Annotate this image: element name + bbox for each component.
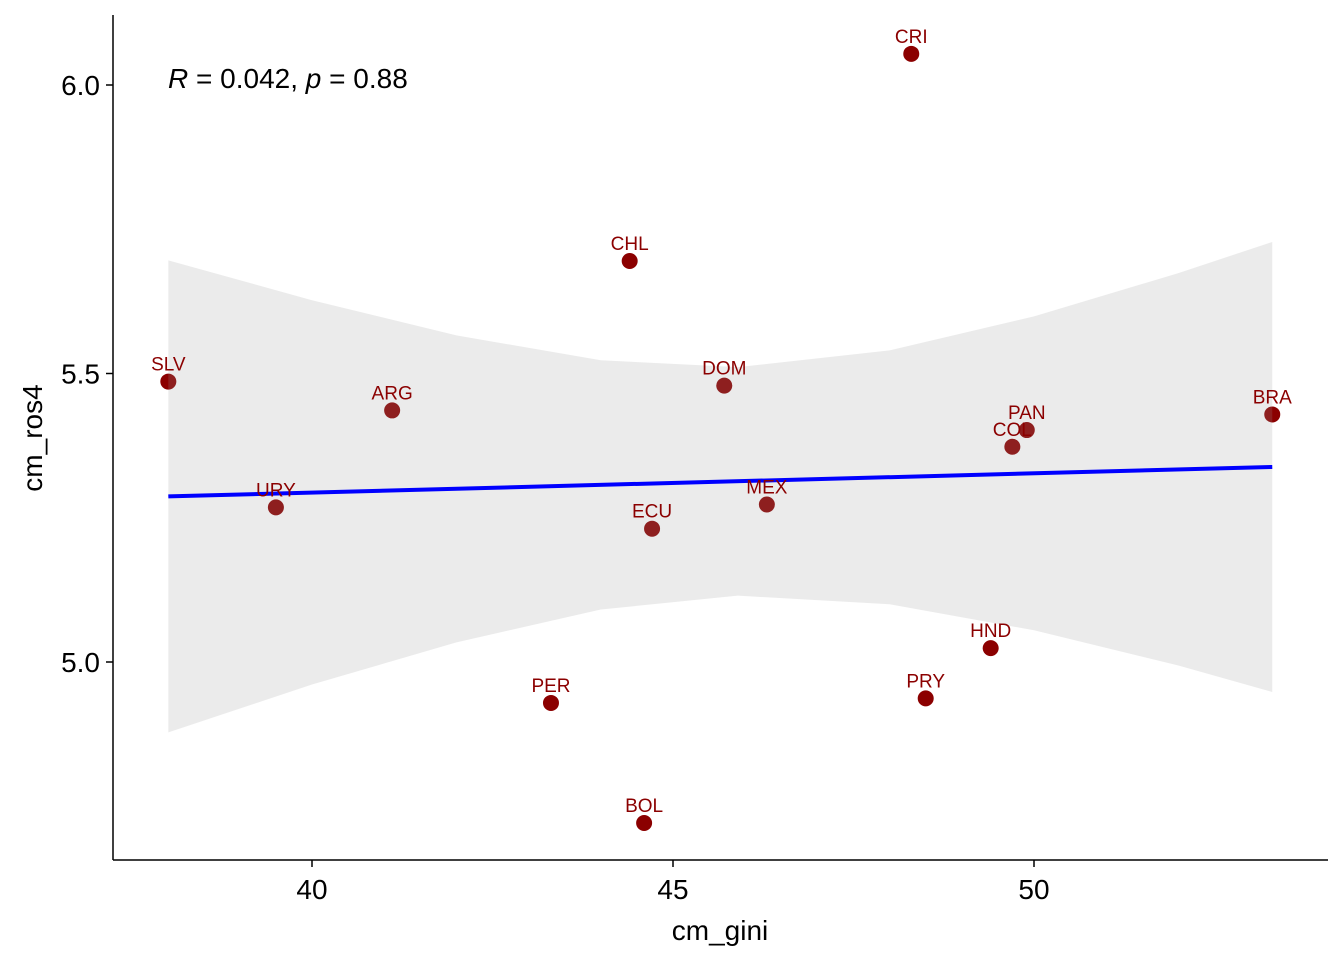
- data-point-mex: [758, 496, 775, 513]
- data-point-bra: [1264, 406, 1281, 423]
- p-label: p: [305, 63, 322, 94]
- point-label-col: COL: [993, 420, 1032, 441]
- point-label-ury: URY: [256, 480, 296, 501]
- y-tick-label: 6.0: [61, 70, 100, 101]
- data-point-ecu: [644, 520, 661, 537]
- correlation-annotation: R = 0.042, p = 0.88: [168, 63, 408, 94]
- point-label-dom: DOM: [702, 359, 746, 380]
- y-tick-label: 5.0: [61, 647, 100, 678]
- point-label-bra: BRA: [1253, 387, 1292, 408]
- point-label-hnd: HND: [970, 621, 1011, 642]
- point-label-bol: BOL: [625, 796, 663, 817]
- data-point-hnd: [982, 640, 999, 657]
- regression-line-layer: [168, 464, 1273, 499]
- point-label-per: PER: [531, 676, 570, 697]
- y-axis-title: cm_ros4: [17, 384, 48, 491]
- p-value: = 0.88: [321, 63, 407, 94]
- confidence-band-layer: [168, 241, 1273, 733]
- data-point-dom: [716, 377, 733, 394]
- data-point-col: [1004, 438, 1021, 455]
- regression-line: [168, 464, 1273, 499]
- data-point-bol: [636, 814, 653, 831]
- point-label-slv: SLV: [151, 355, 186, 376]
- point-label-mex: MEX: [746, 477, 788, 498]
- x-tick-label: 45: [657, 874, 688, 905]
- data-point-ury: [267, 499, 284, 516]
- x-tick-label: 50: [1018, 874, 1049, 905]
- point-label-pan: PAN: [1008, 403, 1046, 424]
- x-axis-title: cm_gini: [672, 915, 768, 946]
- data-point-cri: [903, 45, 920, 62]
- data-point-pry: [917, 690, 934, 707]
- points-layer: [160, 45, 1281, 831]
- y-tick-label: 5.5: [61, 359, 100, 390]
- data-point-chl: [621, 252, 638, 269]
- data-point-pan: [1018, 422, 1035, 439]
- data-point-slv: [160, 373, 177, 390]
- point-label-chl: CHL: [611, 234, 649, 255]
- point-label-pry: PRY: [906, 671, 945, 692]
- data-point-arg: [384, 402, 401, 419]
- confidence-band: [168, 241, 1273, 733]
- ticks-layer: 40 45 50 5.0 5.5 6.0: [61, 70, 1050, 905]
- x-tick-label: 40: [296, 874, 327, 905]
- r-value: = 0.042,: [188, 63, 306, 94]
- point-label-arg: ARG: [372, 383, 413, 404]
- point-label-cri: CRI: [895, 27, 928, 48]
- data-point-per: [542, 694, 559, 711]
- r-label: R: [168, 63, 188, 94]
- point-label-ecu: ECU: [632, 502, 672, 523]
